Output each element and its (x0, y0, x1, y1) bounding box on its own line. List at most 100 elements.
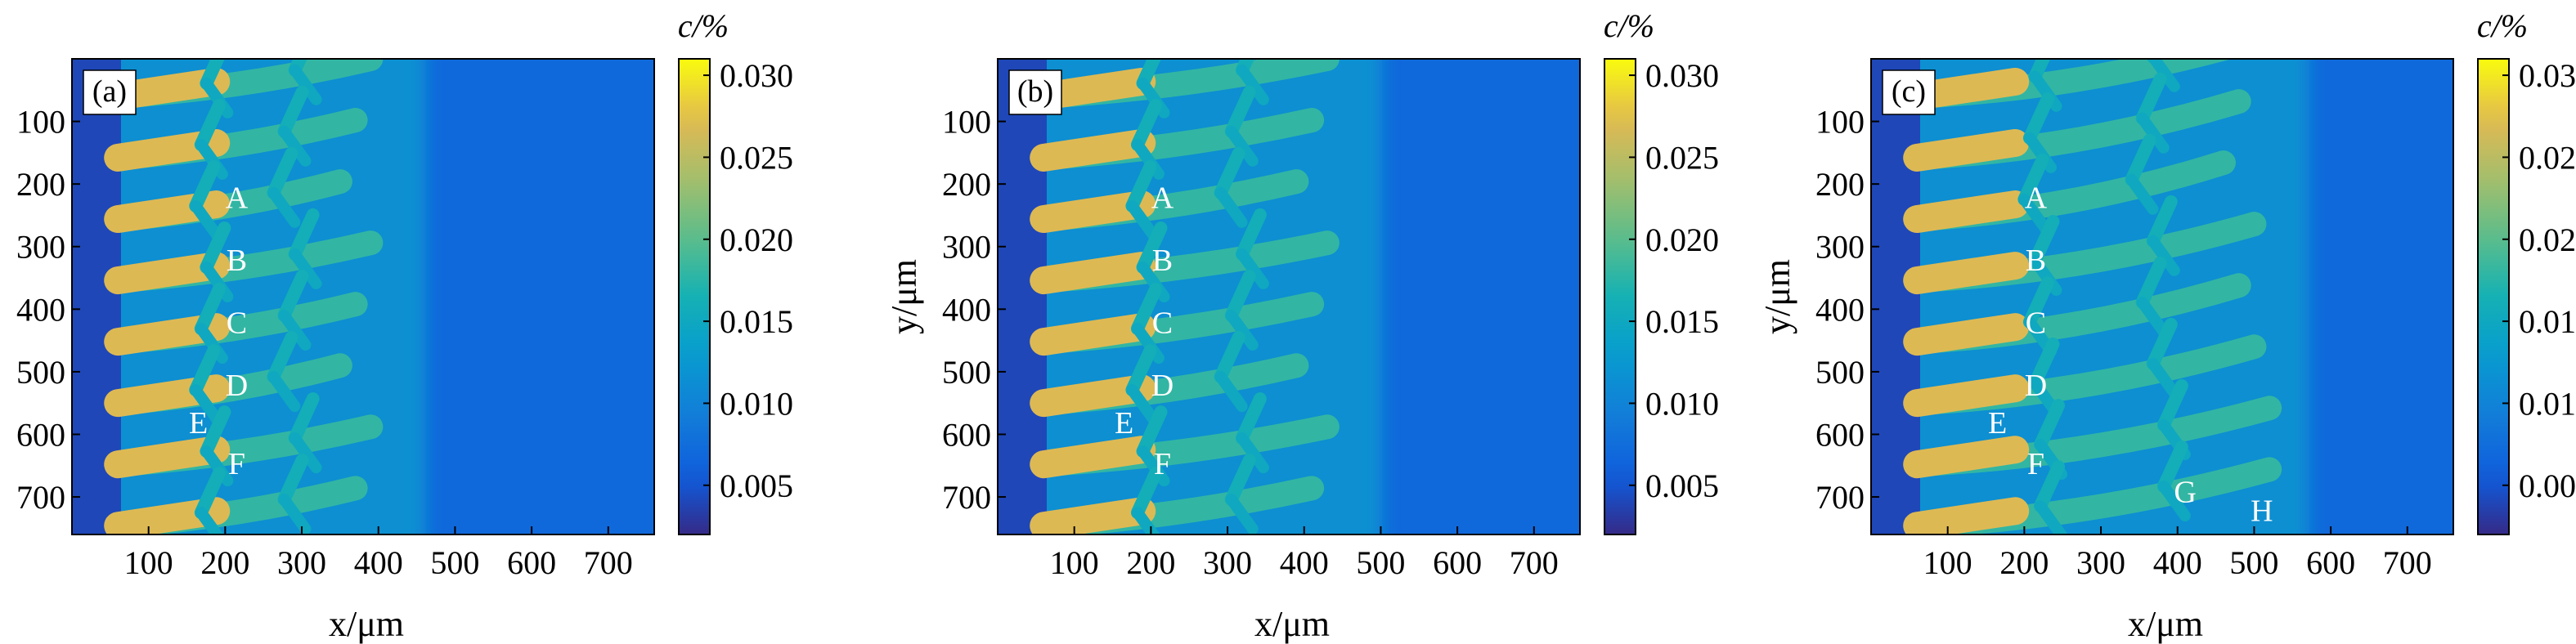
x-tick-label: 300 (2076, 544, 2125, 581)
dendrite-branch (278, 125, 312, 167)
dendrite-branch (2135, 256, 2167, 309)
dendrite-branch (289, 432, 322, 474)
panel-label-text: (b) (1017, 74, 1053, 109)
colorbar-tick-label: 0.020 (1645, 221, 1719, 258)
dendrite-root (1030, 497, 1156, 534)
y-tick-label: 200 (942, 166, 991, 203)
dendrite-branch (2147, 59, 2180, 92)
colorbar: c/% 0.005 0.010 0.015 0.020 0.025 0.030 (1604, 7, 1719, 535)
dendrite-branch (1236, 248, 1269, 289)
colorbar-gradient (678, 58, 711, 535)
x-tick-label: 700 (2383, 544, 2432, 581)
dendrite-branch (2156, 378, 2188, 432)
x-tick-label: 500 (1356, 544, 1405, 581)
dendrite-branch (1225, 125, 1259, 167)
dendrite-root (1903, 190, 2030, 234)
dendrite-branch (289, 248, 322, 289)
panel-label-text: (c) (1892, 74, 1926, 109)
x-tick-label: 700 (584, 544, 633, 581)
x-tick-label: 200 (200, 544, 249, 581)
dendrite-branch (1130, 467, 1162, 520)
y-tick-label: 500 (1815, 354, 1865, 391)
dendrite-branch (2022, 92, 2054, 145)
dendrite-branch (1235, 208, 1267, 261)
dendrite-branch (2028, 338, 2060, 391)
dendrite-branch (2135, 72, 2167, 125)
dendrite-label: C (227, 306, 247, 341)
x-tick-label: 500 (430, 544, 479, 581)
x-tick-label: 400 (1280, 544, 1329, 581)
x-tick-label: 400 (2153, 544, 2202, 581)
dendrite-branch (278, 494, 312, 534)
colorbar-tick-label: 0.025 (1645, 139, 1719, 176)
y-tick-label: 100 (16, 104, 65, 141)
dendrite-branch (2035, 500, 2067, 534)
dendrite-branch (1235, 59, 1254, 77)
dendrite-label: D (1151, 369, 1174, 403)
dendrite-branch (278, 309, 312, 351)
dendrite-branch (2157, 481, 2191, 522)
colorbar-tick-label: 0.020 (720, 221, 793, 258)
y-tick-label: 300 (942, 229, 991, 266)
x-tick-label: 200 (1999, 544, 2049, 581)
dendrite-label: A (1151, 181, 1174, 215)
dendrite-branch (289, 64, 322, 105)
colorbar-label: c/% (1604, 7, 1654, 44)
dendrite-branch (2022, 276, 2054, 329)
dendrite-root (1903, 252, 2030, 295)
dendrite-root (1903, 497, 2030, 534)
dendrite-label: D (226, 369, 248, 403)
y-tick-label: 400 (1815, 291, 1865, 328)
dendrite-root (1030, 128, 1156, 172)
dendrite-label: C (1152, 306, 1173, 341)
dendrite-root (1903, 374, 2030, 418)
dendrite-label: B (2026, 244, 2046, 278)
dendrite-branch (1224, 454, 1256, 507)
colorbar-tick-label: 0.005 (720, 467, 793, 504)
y-tick-label: 500 (942, 354, 991, 391)
dendrite-branch (1130, 98, 1162, 151)
dendrite-root (1030, 436, 1156, 479)
diffusion-layer (105, 59, 426, 534)
colorbar-tick-label: 0.030 (1645, 57, 1719, 94)
dendrite-branch (1136, 405, 1168, 458)
dendrite-branch (200, 221, 231, 275)
dendrite-branch (2156, 441, 2188, 494)
dendrite-branch (2028, 214, 2060, 267)
colorbar-tick-label: 0.030 (2519, 57, 2576, 94)
dendrite-branch (190, 199, 223, 241)
dendrite-branch (2125, 173, 2159, 215)
colorbar-gradient (2477, 58, 2510, 535)
dendrite-label: A (2025, 181, 2048, 215)
dendrite-branch (1224, 85, 1256, 138)
dendrite-label: B (227, 244, 247, 278)
dendrite-branch (288, 59, 307, 77)
x-tick-label: 300 (277, 544, 326, 581)
y-tick-label: 200 (1815, 166, 1865, 203)
dendrite-branch (1125, 159, 1157, 212)
y-tick-label: 600 (16, 416, 65, 453)
dendrite-branch (1130, 283, 1162, 336)
dendrite-branch (2017, 153, 2049, 206)
plot-frame (71, 58, 655, 535)
y-tick-label: 700 (16, 479, 65, 516)
diffusion-layer (1030, 59, 1383, 534)
dendrite-branch (1225, 309, 1259, 351)
dendrite-branch (1131, 507, 1160, 534)
y-tick-label: 600 (942, 416, 991, 453)
dendrite-branch (1224, 269, 1256, 322)
y-tick-label: 300 (1815, 229, 1865, 266)
dendrite-branch (1136, 221, 1168, 275)
dendrite-branch (277, 85, 309, 138)
dendrite-branch (2018, 193, 2052, 235)
dendrite-branch (2034, 399, 2066, 452)
colorbar-label: c/% (2477, 7, 2528, 44)
colorbar-tick-label: 0.015 (2519, 303, 2576, 340)
dendrite-branch (2146, 317, 2178, 370)
x-tick-label: 600 (2306, 544, 2355, 581)
y-tick-label: 500 (16, 354, 65, 391)
dendrite-branch (2147, 59, 2160, 64)
dendrite-branch (277, 454, 309, 507)
dendrite-label: F (2027, 447, 2044, 481)
dendrite-branch (189, 159, 221, 212)
